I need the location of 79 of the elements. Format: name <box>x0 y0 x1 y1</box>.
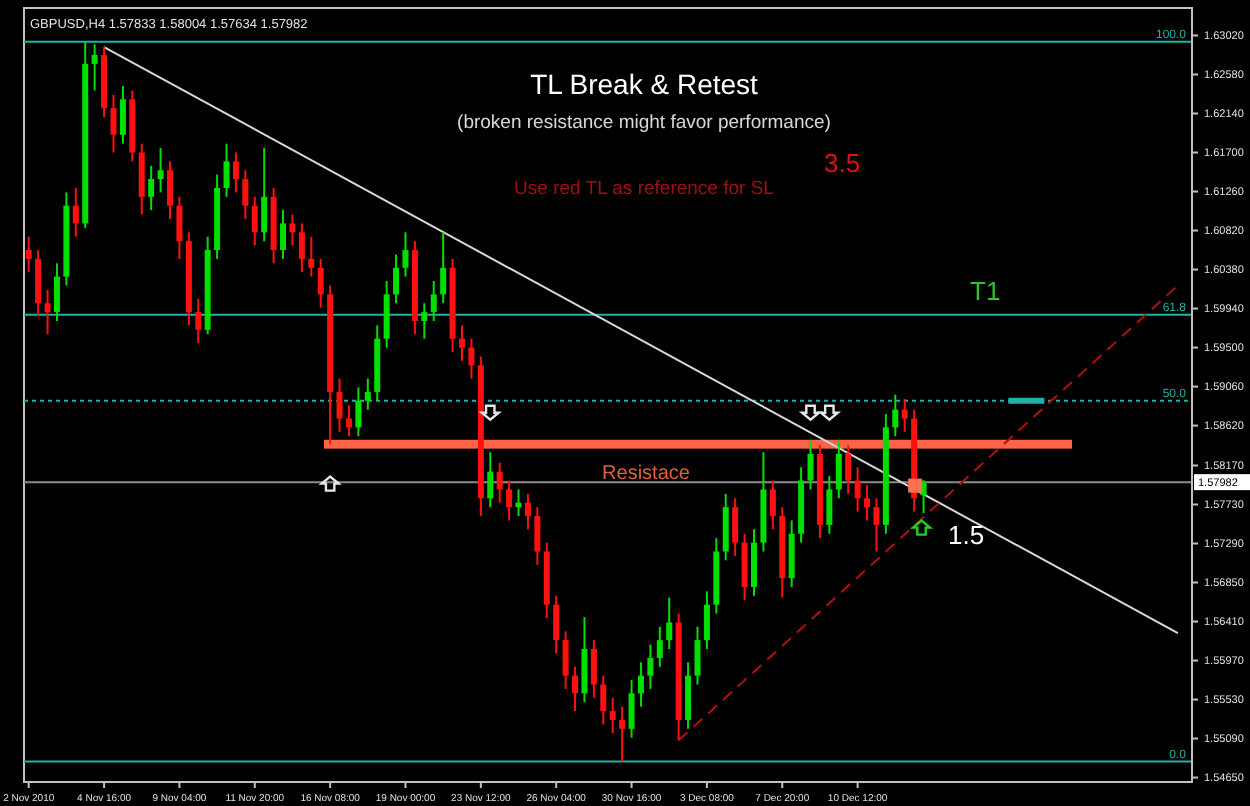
candlestick <box>44 288 51 336</box>
candlestick <box>364 377 371 411</box>
candlestick <box>826 475 833 535</box>
candlestick <box>242 169 249 221</box>
candlestick <box>167 160 173 221</box>
candlestick <box>298 222 305 274</box>
annotation: 1.5 <box>948 520 985 550</box>
candlestick <box>590 639 597 699</box>
candlestick <box>534 506 541 566</box>
candlestick <box>280 209 287 260</box>
candlestick <box>72 186 79 238</box>
candlestick <box>901 397 908 433</box>
candlestick <box>336 377 343 433</box>
candlestick <box>788 519 795 588</box>
candlestick <box>138 142 145 216</box>
candlestick <box>53 262 60 322</box>
candlestick <box>440 231 447 305</box>
candlestick <box>524 492 531 531</box>
candlestick <box>91 43 98 92</box>
candlestick <box>694 625 701 686</box>
candlestick <box>261 147 268 243</box>
candlestick <box>148 164 155 212</box>
candlestick <box>835 439 842 500</box>
candlestick <box>383 280 390 349</box>
candlestick <box>572 665 579 713</box>
candlestick <box>393 253 400 305</box>
band-label: Resistace <box>602 462 691 485</box>
candlestick <box>562 630 569 690</box>
candlestick <box>553 594 560 655</box>
candlestick <box>637 661 644 708</box>
candlestick <box>402 231 409 278</box>
candlestick <box>459 324 465 362</box>
candlestick <box>251 195 258 247</box>
candlestick <box>845 444 852 495</box>
candlestick <box>110 93 117 154</box>
candlestick <box>656 625 663 668</box>
text: (broken resistance might favor performance) <box>457 112 831 134</box>
candlestick <box>25 235 32 274</box>
candlestick <box>232 151 239 194</box>
candlestick <box>119 85 126 145</box>
candlestick <box>355 386 362 438</box>
candlestick <box>741 532 748 602</box>
candlestick <box>647 643 654 690</box>
candlestick <box>609 696 616 735</box>
candlestick <box>421 302 428 340</box>
candlestick <box>487 451 494 509</box>
candlestick <box>666 596 673 651</box>
candlestick <box>223 142 230 198</box>
candlestick <box>864 483 871 522</box>
candlestick <box>345 404 352 438</box>
annotation: T1 <box>970 276 1001 306</box>
candlestick <box>600 674 607 726</box>
candlestick <box>496 461 503 504</box>
candlestick <box>317 257 324 309</box>
text: TL Break & Retest <box>530 68 759 100</box>
candlestick <box>468 337 475 380</box>
candlestick <box>873 497 880 553</box>
candlestick <box>506 479 513 522</box>
candlestick <box>581 616 588 704</box>
candlestick <box>35 249 42 318</box>
candlestick <box>195 297 202 345</box>
candlestick <box>628 679 635 739</box>
candlestick <box>769 479 776 531</box>
candlestick <box>619 705 626 763</box>
candlestick <box>157 147 164 194</box>
candlestick <box>807 439 814 491</box>
candlestick <box>722 492 729 562</box>
candlestick <box>289 213 296 247</box>
candlestick <box>685 661 692 730</box>
candlestick <box>751 528 757 597</box>
candlestick <box>892 393 899 438</box>
candlestick <box>854 466 861 513</box>
annotation: Use red TL as reference for SL <box>514 178 774 200</box>
candlestick <box>308 235 315 278</box>
annotation: 3.5 <box>824 148 861 178</box>
candlestick <box>176 195 183 260</box>
candlestick <box>732 497 739 557</box>
candlestick <box>430 280 437 322</box>
candlestick <box>703 590 710 651</box>
